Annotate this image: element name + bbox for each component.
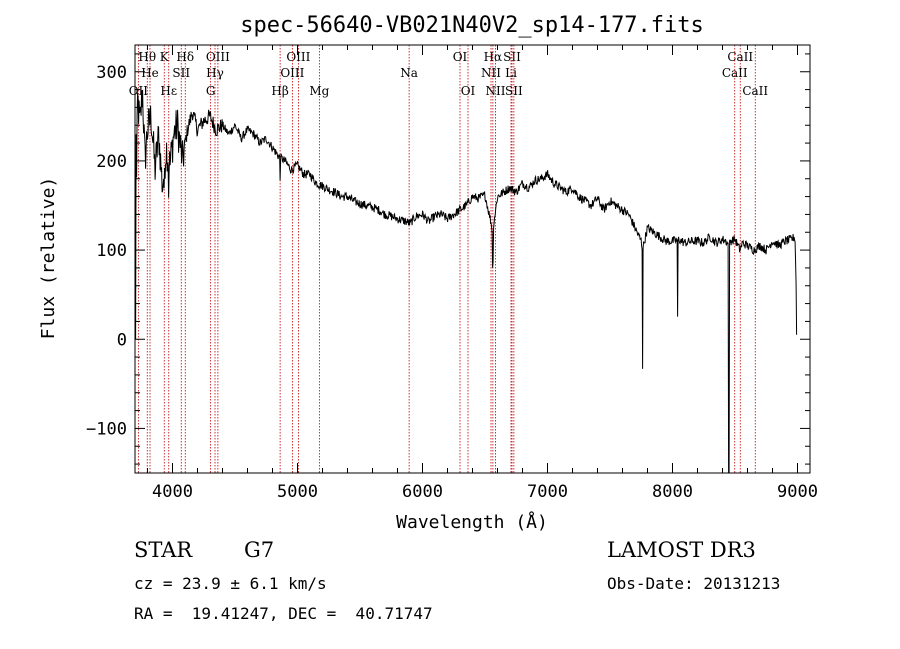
spectral-line-label: CaII	[727, 50, 753, 64]
spectral-line-label: OIII	[280, 66, 304, 80]
spectral-line-label: Hβ	[271, 84, 288, 98]
spectral-line-label: Hθ	[138, 50, 156, 64]
spectral-line-label: OIII	[206, 50, 230, 64]
spectral-line-label: NII	[481, 66, 501, 80]
spectral-line-label: CaII	[722, 66, 748, 80]
spectral-line-label: Hδ	[176, 50, 194, 64]
spectral-line-label: CaII	[742, 84, 768, 98]
spectral-lines-layer: Hθ OII HeK Hε SII Hδ OIII Hγ G Hβ OIII OIII Mg Na OI OI…	[129, 45, 768, 473]
survey-name: LAMOST DR3	[607, 538, 756, 562]
spectral-line-label: G	[206, 84, 216, 98]
x-tick-label: 5000	[277, 482, 318, 502]
spectral-line-label: Hε	[160, 84, 177, 98]
object-type: STAR	[134, 538, 193, 562]
y-axis-label: Flux (relative)	[38, 177, 59, 340]
x-tick-label: 8000	[652, 482, 693, 502]
spectral-line-label: Li	[505, 66, 517, 80]
spectral-line-label: OII	[129, 84, 149, 98]
spectral-line-label: Hγ	[206, 66, 224, 80]
y-tick-label: 100	[96, 241, 127, 261]
y-tick-label: 200	[96, 152, 127, 172]
spectral-line-label: Na	[400, 66, 418, 80]
spectral-line-label: NII	[486, 84, 506, 98]
spectral-line-label: SII	[505, 84, 523, 98]
spectral-line-label: He	[141, 66, 159, 80]
y-tick-label: 300	[96, 63, 127, 83]
y-tick-label: 0	[117, 330, 127, 350]
object-subclass: G7	[244, 538, 275, 562]
chart-title: spec-56640-VB021N40V2_sp14-177.fits	[240, 13, 704, 38]
redshift-text: cz = 23.9 ± 6.1 km/s	[134, 574, 327, 593]
spectral-line-label: OI	[453, 50, 468, 64]
x-tick-label: 6000	[402, 482, 443, 502]
spectral-line-label: Mg	[309, 84, 329, 98]
axes: 4000 5000 6000 7000 8000 9000 −100 0 100 200 300	[86, 44, 818, 502]
plot-frame	[134, 44, 811, 474]
spectral-line-label: Hα	[484, 50, 503, 64]
x-tick-label: 4000	[152, 482, 193, 502]
obs-date: Obs-Date: 20131213	[607, 574, 781, 593]
x-tick-label: 9000	[777, 482, 818, 502]
y-tick-label: −100	[86, 419, 127, 439]
x-tick-label: 7000	[527, 482, 568, 502]
spectral-line-label: SII	[172, 66, 190, 80]
spectral-line-label: SII	[503, 50, 521, 64]
spectral-line-label: K	[160, 50, 170, 64]
spectrum-series-line	[135, 89, 798, 474]
spectral-line-label: OI	[461, 84, 476, 98]
coordinates: RA = 19.41247, DEC = 40.71747	[134, 604, 433, 623]
spectral-line-label: OIII	[286, 50, 310, 64]
x-axis-label: Wavelength (Å)	[396, 511, 548, 533]
